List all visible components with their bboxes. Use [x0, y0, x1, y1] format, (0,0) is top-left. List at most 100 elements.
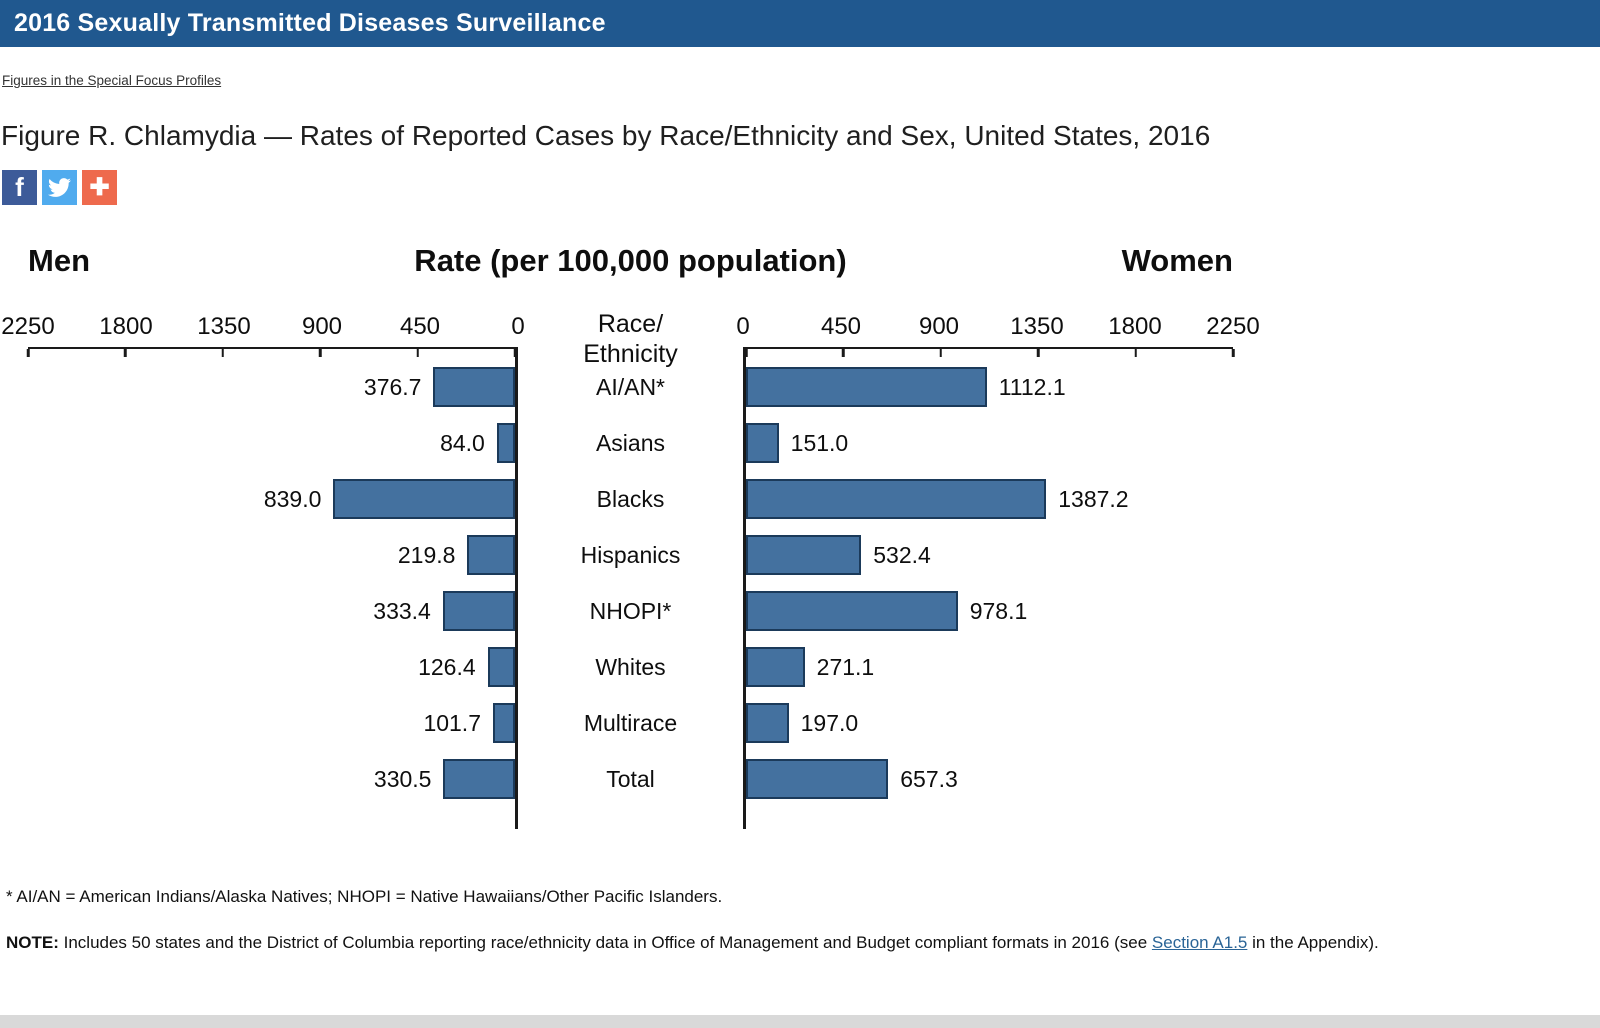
- category-label: Whites: [595, 653, 666, 680]
- women-bar: [746, 591, 958, 631]
- share-buttons: f ✚: [2, 170, 1600, 205]
- women-bar: [746, 703, 789, 743]
- category-label: NHOPI*: [589, 597, 672, 624]
- women-bar: [746, 367, 987, 407]
- axis-tick-mark: [842, 349, 845, 357]
- axis-tick-label: 1800: [99, 313, 153, 340]
- women-bar-row: 978.1: [746, 583, 1233, 639]
- women-bar-row: 1112.1: [746, 359, 1233, 415]
- women-bar: [746, 423, 779, 463]
- men-bar: [433, 367, 515, 407]
- bar-value-label: 1112.1: [998, 373, 1066, 400]
- men-rows: 376.7 84.0 839.0 219.8 333.4 126.4 101.7 330.5: [28, 359, 515, 807]
- axis-tick-mark: [124, 349, 127, 357]
- app-header: 2016 Sexually Transmitted Diseases Surve…: [0, 0, 1600, 47]
- axis-tick-label: 1350: [197, 313, 251, 340]
- section-a15-link[interactable]: Section A1.5: [1151, 933, 1248, 952]
- axis-tick-label: 450: [820, 313, 862, 340]
- axis-tick-mark: [513, 349, 517, 357]
- men-bar-row: 333.4: [28, 583, 515, 639]
- bar-value-label: 126.4: [418, 653, 476, 680]
- app-header-title: 2016 Sexually Transmitted Diseases Surve…: [14, 9, 606, 37]
- men-bar-row: 101.7: [28, 695, 515, 751]
- men-bar-row: 84.0: [28, 415, 515, 471]
- women-bar-row: 197.0: [746, 695, 1233, 751]
- men-header: Men: [28, 243, 90, 278]
- facebook-share-button[interactable]: f: [2, 170, 37, 205]
- axis-tick-label: 450: [399, 313, 441, 340]
- note-tail: in the Appendix).: [1247, 933, 1379, 952]
- women-bar-row: 532.4: [746, 527, 1233, 583]
- men-bar-row: 376.7: [28, 359, 515, 415]
- category-label: AI/AN*: [595, 373, 666, 400]
- men-axis: 2250 1800 1350 900 450 0 376.7 84.0 839.0 219.8 3…: [1, 313, 525, 829]
- axis-tick-label: 0: [511, 313, 525, 340]
- bar-value-label: 330.5: [373, 765, 432, 792]
- women-bar: [746, 759, 889, 799]
- bottom-edge-strip: [0, 1015, 1600, 1028]
- axis-tick-mark: [318, 349, 322, 357]
- axis-tick-label: 1800: [1108, 313, 1162, 340]
- race-ethnicity-header: Race/ Ethnicity: [518, 310, 743, 368]
- bar-value-label: 333.4: [373, 597, 431, 624]
- race-header-line1: Race/: [597, 310, 664, 338]
- bar-value-label: 657.3: [900, 765, 958, 792]
- footnote: * AI/AN = American Indians/Alaska Native…: [6, 887, 723, 906]
- chart-grid: 2250 1800 1350 900 450 0 376.7 84.0 839.0 219.8 3…: [1, 310, 1260, 829]
- race-ethnicity-column: Race/ Ethnicity AI/AN* Asians Blacks Hispan…: [518, 310, 743, 829]
- category-label: Hispanics: [580, 541, 681, 568]
- bar-value-label: 376.7: [363, 373, 422, 400]
- category-label: Total: [606, 765, 655, 792]
- men-bar: [333, 479, 515, 519]
- bar-value-label: 101.7: [423, 709, 481, 736]
- axis-tick-mark: [1231, 349, 1235, 357]
- bar-value-label: 532.4: [873, 541, 931, 568]
- category-label: Asians: [595, 429, 666, 456]
- bar-value-label: 84.0: [440, 429, 485, 456]
- share-more-button[interactable]: ✚: [82, 170, 117, 205]
- women-bar-row: 1387.2: [746, 471, 1233, 527]
- twitter-share-button[interactable]: [42, 170, 77, 205]
- note-label: NOTE:: [6, 933, 59, 952]
- axis-tick-label: 1350: [1010, 313, 1064, 340]
- bar-value-label: 1387.2: [1058, 485, 1129, 512]
- bar-value-label: 271.1: [816, 653, 875, 680]
- men-bar: [496, 423, 515, 463]
- axis-tick-mark: [939, 349, 943, 357]
- women-header: Women: [1121, 243, 1233, 278]
- men-bar: [442, 591, 515, 631]
- note-body: Includes 50 states and the District of C…: [58, 933, 1152, 952]
- butterfly-chart: Men Rate (per 100,000 population) Women …: [1, 243, 1260, 829]
- women-axis-ruler: [744, 347, 1235, 359]
- axis-tick-mark: [221, 349, 225, 357]
- axis-tick-mark: [1134, 349, 1137, 357]
- women-rows: 1112.1 151.0 1387.2 532.4 978.1 271.1 197.0 657…: [746, 359, 1233, 807]
- category-label: Blacks: [596, 485, 665, 512]
- category-rows: AI/AN* Asians Blacks Hispanics NHOPI* Whites M…: [518, 359, 743, 807]
- men-bar: [493, 703, 515, 743]
- men-bar: [467, 535, 515, 575]
- axis-tick-mark: [1036, 349, 1040, 357]
- axis-tick-mark: [26, 349, 30, 357]
- men-bar-row: 219.8: [28, 527, 515, 583]
- women-bar: [746, 479, 1047, 519]
- axis-tick-label: 900: [301, 313, 343, 340]
- women-plot-area: 1112.1 151.0 1387.2 532.4 978.1 271.1 197.0 657…: [743, 347, 1235, 829]
- axis-tick-label: 2250: [1206, 313, 1260, 340]
- women-bar-row: 151.0: [746, 415, 1233, 471]
- women-axis: 0 450 900 1350 1800 2250 1112.1 151.0 1387.2 532…: [736, 313, 1260, 829]
- plus-icon: ✚: [89, 174, 110, 201]
- bar-value-label: 978.1: [969, 597, 1028, 624]
- category-label: Multirace: [583, 709, 678, 736]
- women-axis-labels: 0 450 900 1350 1800 2250: [736, 313, 1259, 347]
- women-bar-row: 271.1: [746, 639, 1233, 695]
- axis-tick-mark: [416, 349, 419, 357]
- breadcrumb-link[interactable]: Figures in the Special Focus Profiles: [2, 73, 222, 88]
- men-bar-row: 330.5: [28, 751, 515, 807]
- men-axis-ruler: [26, 347, 517, 359]
- axis-tick-label: 2250: [1, 313, 55, 340]
- bar-value-label: 197.0: [800, 709, 859, 736]
- axis-tick-mark: [744, 349, 748, 357]
- men-bar-row: 839.0: [28, 471, 515, 527]
- twitter-bird-icon: [48, 176, 71, 199]
